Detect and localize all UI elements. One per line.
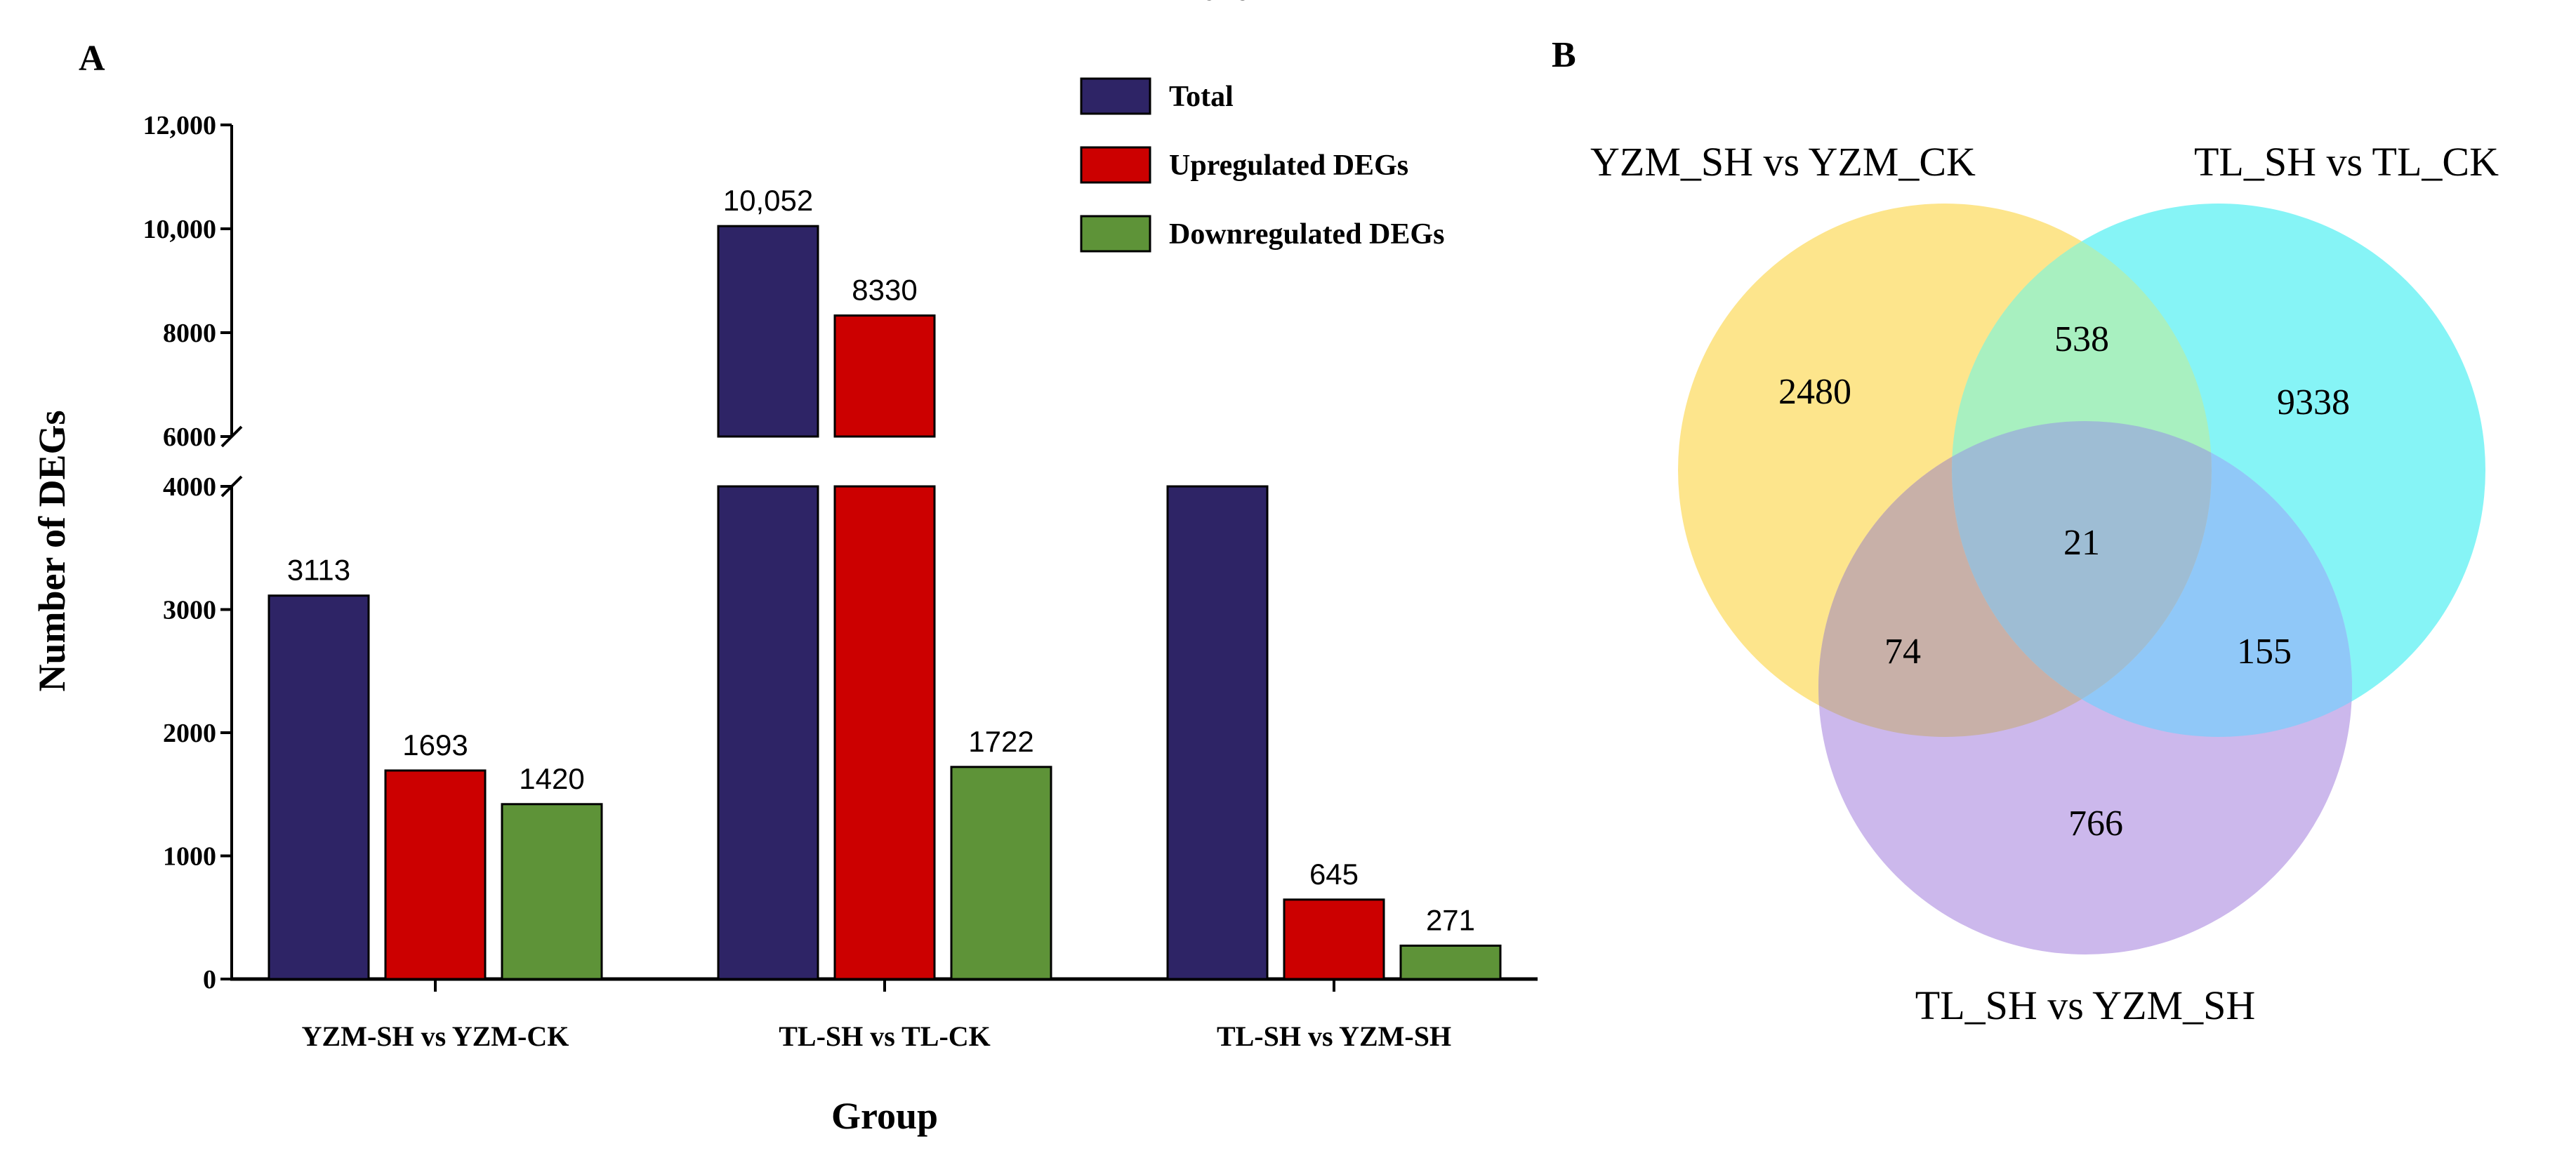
- y-tick-label: 3000: [163, 596, 216, 625]
- y-tick-label: 4000: [163, 472, 216, 502]
- panel-b-label: B: [1552, 35, 1576, 75]
- x-axis-title: Group: [831, 1095, 938, 1137]
- y-tick-label: 6000: [163, 422, 216, 452]
- y-tick-label: 8000: [163, 319, 216, 348]
- data-label: 645: [1309, 858, 1359, 891]
- y-tick-label: 1000: [163, 842, 216, 872]
- legend-swatch: [1080, 146, 1151, 184]
- venn-region-count: 538: [2054, 319, 2109, 359]
- y-tick-label: 12,000: [143, 111, 217, 140]
- venn-region-count: 766: [2068, 804, 2123, 844]
- bar: [384, 769, 487, 980]
- bar-chart: 0 1000 2000 3000 4000 6000 8000 10,000 12,000 Num…: [31, 0, 1538, 1137]
- bar: [833, 485, 936, 980]
- bar: [717, 225, 819, 438]
- legend-swatch: [1080, 215, 1151, 253]
- data-label: 1420: [519, 762, 584, 795]
- bar: [950, 766, 1052, 980]
- legend-swatch: [1080, 77, 1151, 115]
- bar: [267, 594, 370, 980]
- venn-region-count: 21: [2063, 523, 2100, 563]
- panel-a-label: A: [79, 39, 105, 79]
- venn-region-count: 9338: [2277, 382, 2350, 422]
- bar: [1283, 898, 1385, 980]
- y-tick-label: 0: [203, 965, 216, 994]
- data-label: 3113: [287, 554, 350, 587]
- legend-label: Downregulated DEGs: [1169, 218, 1444, 251]
- bar: [717, 485, 819, 980]
- y-axis-title: Number of DEGs: [31, 410, 73, 691]
- data-label: 271: [1426, 903, 1475, 936]
- bar: [833, 314, 936, 438]
- y-tick-label: 10,000: [143, 215, 217, 244]
- bar: [1399, 944, 1502, 980]
- data-label: 1722: [968, 725, 1033, 758]
- bar: [1166, 485, 1269, 980]
- x-tick-label: YZM-SH vs YZM-CK: [302, 1020, 569, 1052]
- venn-overlap-all: [1952, 421, 2212, 737]
- venn-diagram: YZM_SH vs YZM_CK TL_SH vs TL_CK TL_SH vs Y…: [1590, 139, 2499, 1028]
- venn-region-count: 74: [1884, 632, 1921, 672]
- data-label: 10,052: [723, 184, 813, 217]
- bar: [501, 803, 603, 980]
- y-tick-label: 2000: [163, 719, 216, 748]
- venn-region-count: 155: [2237, 632, 2292, 672]
- x-tick-label: TL-SH vs YZM-SH: [1217, 1020, 1451, 1052]
- legend: Total Upregulated DEGs Downregulated DEGs: [1080, 77, 1444, 253]
- data-label: 1693: [402, 728, 468, 761]
- data-label: 1016: [1184, 0, 1250, 6]
- venn-set-label: TL_SH vs TL_CK: [2194, 139, 2499, 185]
- x-tick-label: TL-SH vs TL-CK: [779, 1020, 991, 1052]
- venn-region-count: 2480: [1778, 372, 1851, 412]
- legend-label: Upregulated DEGs: [1169, 149, 1408, 182]
- data-label: 8330: [852, 274, 917, 307]
- venn-set-label: TL_SH vs YZM_SH: [1915, 983, 2255, 1028]
- venn-set-label: YZM_SH vs YZM_CK: [1590, 139, 1976, 185]
- legend-label: Total: [1169, 81, 1234, 113]
